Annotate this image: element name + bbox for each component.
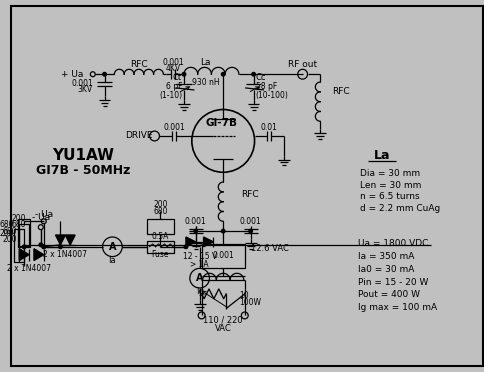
Text: 4KV: 4KV: [165, 64, 181, 73]
Circle shape: [42, 245, 45, 248]
Text: GI7B - 50MHz: GI7B - 50MHz: [36, 164, 130, 177]
Text: 12.6 VAC: 12.6 VAC: [250, 244, 288, 253]
Text: 0.001: 0.001: [71, 78, 92, 87]
Text: La: La: [373, 149, 390, 162]
Text: Dia = 30 mm: Dia = 30 mm: [360, 169, 420, 178]
Bar: [18, 219, 30, 247]
Bar: [19, 224, 29, 246]
Text: La: La: [200, 58, 211, 67]
Text: 0.5A: 0.5A: [151, 232, 169, 241]
Text: 0.001: 0.001: [212, 251, 234, 260]
Bar: [15, 229, 24, 262]
Circle shape: [39, 243, 43, 247]
Polygon shape: [19, 249, 29, 260]
Text: Ct: Ct: [172, 73, 182, 82]
Text: 12 - 15 V: 12 - 15 V: [182, 252, 216, 261]
Circle shape: [22, 245, 26, 248]
Text: GI-7B: GI-7B: [205, 118, 237, 128]
Circle shape: [194, 230, 197, 233]
Text: 100W: 100W: [239, 298, 260, 307]
Text: Len = 30 mm: Len = 30 mm: [360, 180, 421, 189]
Text: 0.001: 0.001: [184, 217, 206, 226]
Text: RFC: RFC: [130, 60, 147, 69]
Text: A: A: [196, 273, 203, 283]
Polygon shape: [55, 235, 65, 245]
Text: 0.001: 0.001: [162, 58, 184, 67]
Circle shape: [103, 73, 106, 76]
Text: Ua = 1800 VDC: Ua = 1800 VDC: [357, 239, 427, 248]
Text: RFC: RFC: [241, 190, 258, 199]
Circle shape: [221, 230, 225, 233]
Text: Pout = 400 W: Pout = 400 W: [357, 290, 419, 299]
Text: 3KV: 3KV: [77, 86, 92, 94]
Bar: [147, 219, 174, 234]
Text: - Ua: - Ua: [31, 213, 50, 222]
Text: 680: 680: [153, 207, 167, 216]
Text: 0.001: 0.001: [163, 123, 185, 132]
Text: 0.01: 0.01: [260, 123, 277, 132]
Text: Ia: Ia: [108, 256, 116, 265]
Circle shape: [59, 245, 62, 248]
Text: 200: 200: [3, 235, 17, 244]
Text: 58 pF: 58 pF: [255, 83, 276, 92]
Bar: [201, 244, 244, 268]
Text: (1-10): (1-10): [159, 91, 182, 100]
Text: > 1A: > 1A: [190, 260, 209, 269]
Text: RFC: RFC: [332, 87, 349, 96]
Polygon shape: [65, 235, 75, 245]
Text: YU1AW: YU1AW: [52, 148, 114, 163]
Circle shape: [182, 73, 185, 76]
Text: 200: 200: [153, 200, 167, 209]
Polygon shape: [185, 237, 196, 247]
Text: Ig max = 100 mA: Ig max = 100 mA: [357, 303, 436, 312]
Polygon shape: [203, 237, 213, 247]
Text: 200: 200: [12, 214, 27, 223]
Text: A: A: [108, 242, 116, 252]
Text: VAC: VAC: [214, 324, 231, 333]
Circle shape: [251, 73, 255, 76]
Circle shape: [221, 73, 225, 76]
Text: Fuse: Fuse: [151, 250, 169, 259]
Text: Pin = 15 - 20 W: Pin = 15 - 20 W: [357, 278, 427, 286]
Text: 200: 200: [0, 228, 15, 238]
Text: (10-100): (10-100): [255, 91, 288, 100]
Text: - Ua: - Ua: [35, 210, 53, 219]
Circle shape: [248, 230, 252, 233]
Text: 110 / 220: 110 / 220: [203, 316, 242, 325]
Text: Cc: Cc: [255, 73, 266, 82]
Text: + Ua: + Ua: [60, 70, 83, 79]
Text: d = 2.2 mm CuAg: d = 2.2 mm CuAg: [360, 204, 440, 213]
Text: 0.001: 0.001: [239, 217, 261, 226]
Text: 10: 10: [239, 291, 248, 300]
Text: Ia = 350 mA: Ia = 350 mA: [357, 252, 413, 261]
Circle shape: [184, 245, 187, 248]
Text: 680: 680: [12, 220, 27, 229]
Text: 680: 680: [0, 220, 15, 229]
Text: 2 x 1N4007: 2 x 1N4007: [7, 264, 51, 273]
Text: 930 nH: 930 nH: [191, 78, 219, 87]
Text: DRIVE: DRIVE: [125, 131, 152, 141]
Text: Ia0 = 30 mA: Ia0 = 30 mA: [357, 265, 413, 274]
Text: 680: 680: [3, 227, 17, 235]
Polygon shape: [34, 249, 44, 260]
Text: RF out: RF out: [287, 60, 317, 69]
Circle shape: [42, 245, 45, 248]
Bar: [147, 241, 174, 253]
Text: Ig: Ig: [196, 288, 203, 296]
Text: 6 pF: 6 pF: [165, 83, 182, 92]
Text: n = 6.5 turns: n = 6.5 turns: [360, 192, 419, 201]
Text: 2 x 1N4007: 2 x 1N4007: [43, 250, 87, 259]
